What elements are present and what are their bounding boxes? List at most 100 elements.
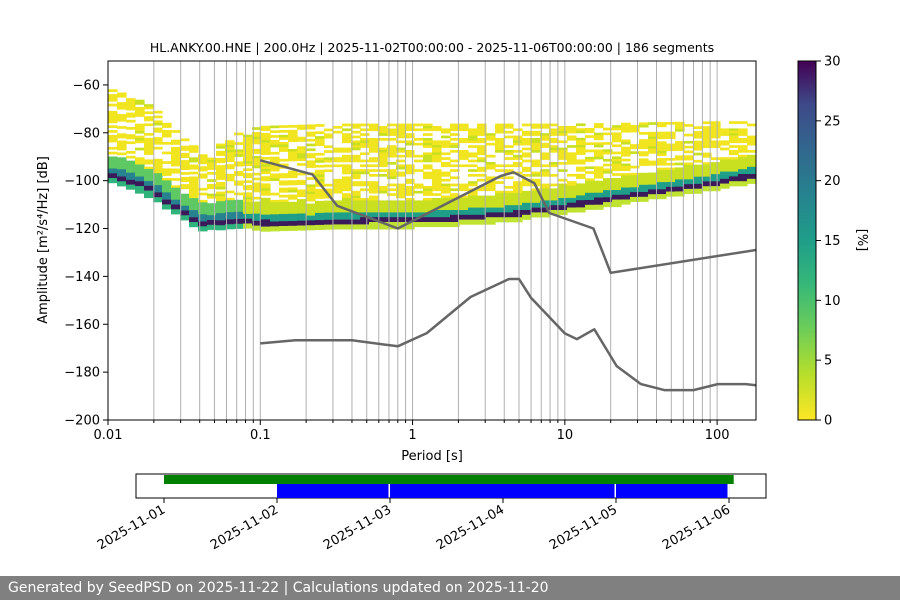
heatmap-cell (423, 164, 433, 168)
heatmap-cell (396, 150, 406, 153)
heatmap-cell (378, 226, 388, 230)
heatmap-cell (531, 188, 541, 192)
heatmap-cell (225, 224, 235, 227)
heatmap-cell (234, 211, 244, 215)
heatmap-cell (594, 204, 604, 208)
heatmap-cell (270, 204, 280, 208)
heatmap-cell (378, 130, 388, 134)
heatmap-cell (549, 123, 559, 127)
heatmap-cell (414, 205, 424, 208)
heatmap-cell (144, 106, 154, 110)
heatmap-cell (423, 142, 433, 146)
heatmap-cell (378, 174, 388, 177)
heatmap-cell (279, 163, 289, 167)
heatmap-cell (567, 128, 577, 131)
heatmap-cell (747, 169, 756, 172)
heatmap-cell (405, 226, 415, 230)
heatmap-cell (171, 158, 181, 162)
heatmap-cell (504, 130, 514, 134)
heatmap-cell (306, 225, 316, 228)
heatmap-cell (657, 186, 667, 190)
heatmap-cell (711, 164, 721, 168)
heatmap-cell (369, 222, 379, 225)
heatmap-cell (450, 193, 460, 196)
heatmap-cell (477, 217, 487, 220)
heatmap-cell (333, 150, 343, 153)
heatmap-cell (297, 223, 307, 226)
heatmap-cell (486, 138, 496, 141)
heatmap-cell (576, 176, 586, 179)
heatmap-cell (603, 168, 613, 172)
heatmap-cell (324, 219, 334, 223)
heatmap-cell (504, 212, 514, 216)
heatmap-cell (189, 176, 199, 180)
heatmap-cell (126, 187, 136, 190)
heatmap-cell (315, 131, 325, 134)
heatmap-cell (414, 212, 424, 216)
heatmap-cell (117, 183, 127, 187)
heatmap-cell (117, 164, 127, 168)
heatmap-cell (684, 186, 694, 190)
heatmap-cell (162, 122, 172, 126)
heatmap-cell (405, 198, 415, 201)
heatmap-cell (396, 147, 406, 151)
heatmap-cell (603, 142, 613, 145)
heatmap-cell (702, 174, 712, 177)
heatmap-cell (279, 137, 289, 140)
heatmap-cell (621, 180, 631, 183)
heatmap-cell (693, 152, 703, 156)
heatmap-cell (576, 209, 586, 213)
heatmap-cell (522, 174, 532, 177)
heatmap-cell (414, 142, 424, 146)
heatmap-cell (324, 150, 334, 153)
heatmap-cell (576, 130, 586, 134)
heatmap-cell (342, 195, 352, 199)
heatmap-cell (747, 150, 756, 153)
heatmap-cell (171, 154, 181, 157)
heatmap-cell (234, 183, 244, 186)
heatmap-cell (675, 167, 685, 171)
heatmap-cell (153, 130, 163, 133)
timeline-tick-label: 2025-11-05 (547, 502, 620, 553)
heatmap-cell (396, 128, 406, 132)
heatmap-cell (549, 183, 559, 187)
heatmap-cell (153, 197, 163, 200)
heatmap-cell (423, 202, 433, 206)
heatmap-cell (432, 217, 442, 220)
heatmap-cell (387, 154, 397, 158)
heatmap-cell (306, 126, 316, 130)
heatmap-cell (675, 155, 685, 159)
heatmap-cell (621, 168, 631, 171)
heatmap-cell (369, 159, 379, 163)
heatmap-cell (549, 128, 559, 132)
y-axis: −200−180−160−140−120−100−80−60 (64, 78, 108, 429)
heatmap-cell (648, 134, 658, 137)
heatmap-cell (144, 104, 154, 107)
heatmap-cell (630, 146, 640, 150)
heatmap-cell (585, 142, 595, 146)
heatmap-cell (144, 173, 154, 177)
heatmap-cell (297, 218, 307, 221)
heatmap-cell (612, 199, 622, 203)
heatmap-cell (612, 204, 622, 208)
heatmap-cell (567, 200, 577, 203)
heatmap-cell (306, 162, 316, 166)
heatmap-cell (549, 138, 559, 141)
heatmap-cell (252, 211, 262, 214)
heatmap-cell (621, 177, 631, 181)
heatmap-cell (558, 128, 568, 132)
heatmap-cell (135, 102, 145, 105)
heatmap-cell (540, 138, 550, 141)
heatmap-cell (198, 214, 208, 217)
heatmap-cell (540, 174, 550, 177)
heatmap-cell (342, 193, 352, 196)
heatmap-cell (360, 202, 370, 206)
y-tick-label: −100 (64, 174, 100, 189)
heatmap-cell (585, 180, 595, 184)
heatmap-cell (657, 143, 667, 147)
heatmap-cell (315, 172, 325, 175)
heatmap-cell (657, 148, 667, 152)
heatmap-cell (198, 175, 208, 179)
heatmap-cell (189, 178, 199, 182)
heatmap-cell (396, 123, 406, 127)
